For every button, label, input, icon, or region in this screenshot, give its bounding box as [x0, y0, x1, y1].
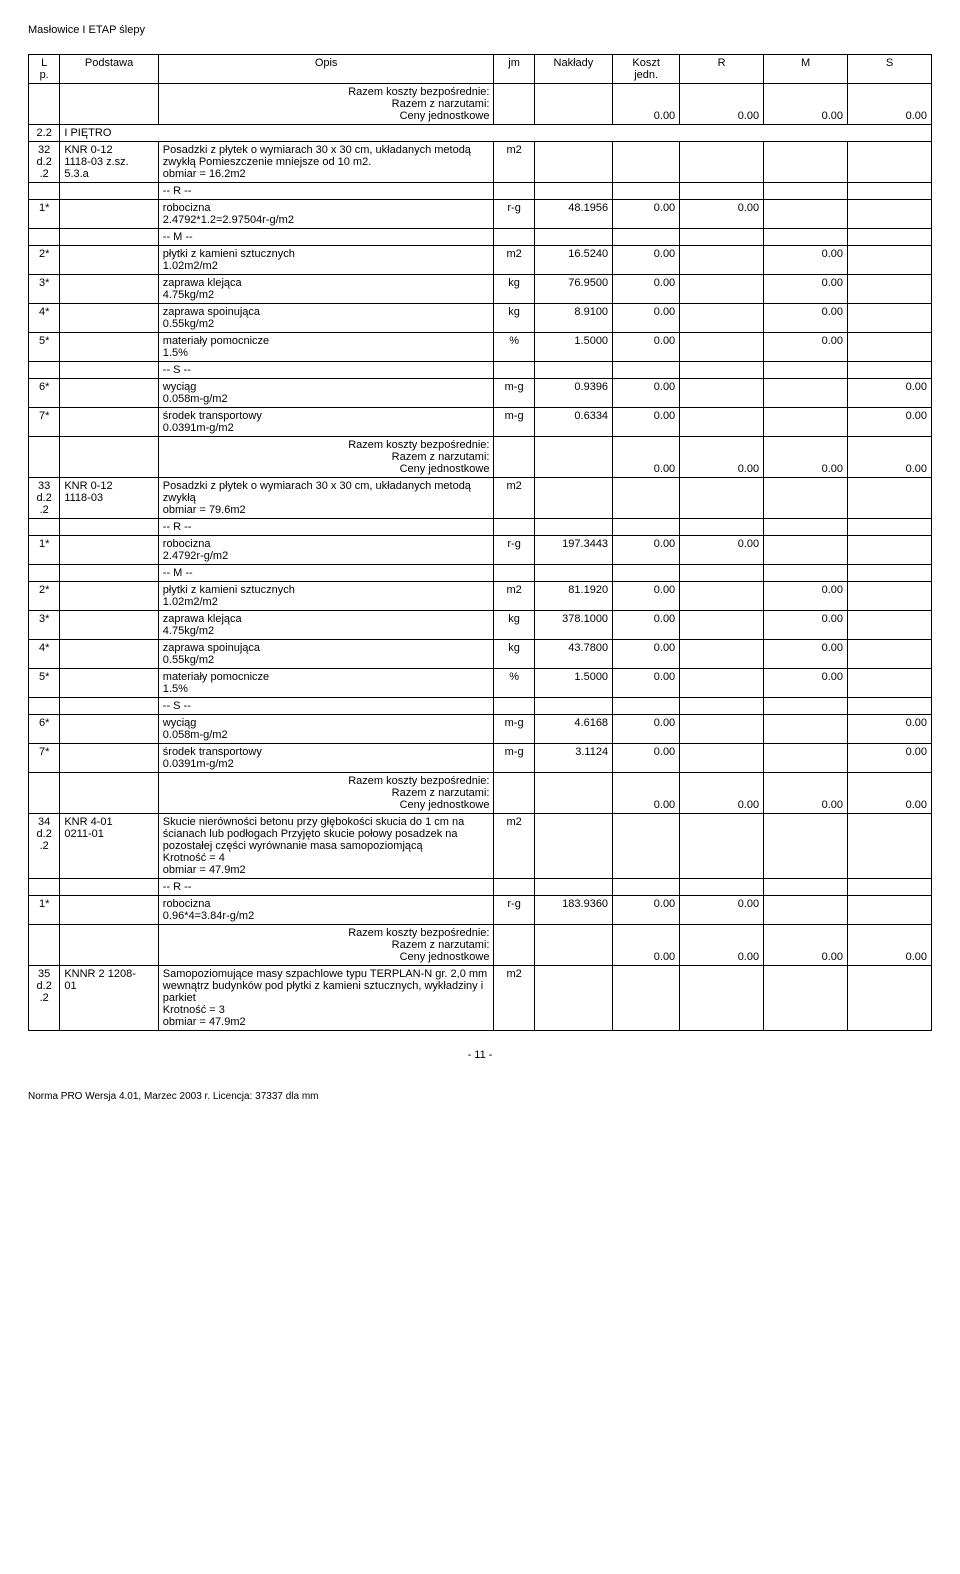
- footer: Norma PRO Wersja 4.01, Marzec 2003 r. Li…: [28, 1091, 932, 1102]
- doc-title: Masłowice I ETAP ślepy: [28, 24, 932, 36]
- page-number: - 11 -: [28, 1049, 932, 1061]
- cost-table: L p. Podstawa Opis jm Nakłady Koszt jedn…: [28, 54, 932, 1031]
